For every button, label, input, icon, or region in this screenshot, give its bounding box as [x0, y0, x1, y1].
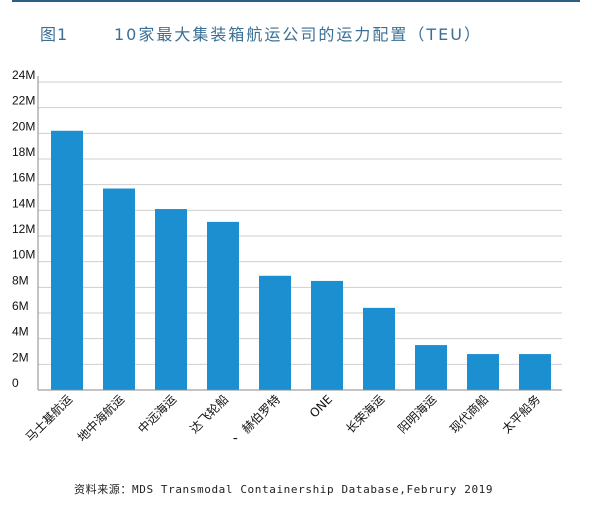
y-tick-label: 4M — [12, 325, 29, 339]
x-tick-label-group: 达飞轮船 — [187, 392, 231, 436]
y-tick-label: 2M — [12, 350, 29, 364]
chart-title: 10家最大集装箱航运公司的运力配置（TEU） — [114, 25, 482, 44]
y-axis-tick-labels: 0 2M 4M 6M 8M 10M 12M 14M 16M 18M 20M 22M 24M — [12, 68, 35, 390]
x-tick-label-group: 赫伯罗特、 — [227, 392, 284, 444]
bar — [311, 280, 343, 390]
x-tick-label: 地中海航运 — [74, 392, 127, 445]
bar — [103, 188, 135, 390]
x-tick-label-group: 地中海航运 — [74, 392, 127, 445]
y-tick-label: 14M — [12, 196, 35, 210]
x-tick-label: ONE — [307, 392, 335, 420]
x-tick-label-group: 长荣海运 — [343, 392, 388, 437]
bar — [155, 209, 187, 390]
y-tick-label: 18M — [12, 145, 35, 159]
y-tick-label: 12M — [12, 222, 35, 236]
y-tick-label: 10M — [12, 248, 35, 262]
bar — [467, 354, 499, 390]
y-tick-label: 0 — [12, 376, 19, 390]
y-tick-label: 20M — [12, 119, 35, 133]
axes — [37, 76, 562, 391]
header-rule — [12, 0, 580, 2]
bar — [519, 354, 551, 390]
x-tick-label-group: 阳明海运 — [395, 392, 440, 437]
x-tick-label: 长荣海运 — [343, 392, 388, 437]
x-tick-label: 太平船务 — [499, 392, 544, 437]
x-tick-label: 现代商船 — [447, 392, 492, 437]
bar — [51, 130, 83, 390]
x-tick-label: 阳明海运 — [395, 392, 440, 437]
bar — [259, 275, 291, 390]
x-tick-label-group: ONE — [307, 392, 335, 420]
y-tick-label: 22M — [12, 94, 35, 108]
x-tick-label-group: 现代商船 — [447, 392, 492, 437]
x-tick-label: 赫伯罗特 — [239, 392, 284, 437]
bar — [415, 345, 447, 390]
x-tick-label-group: 马士基航运 — [22, 392, 75, 445]
figure-number: 图1 — [40, 25, 69, 44]
title-row: 图1 10家最大集装箱航运公司的运力配置（TEU） — [40, 21, 570, 45]
x-tick-label: 达飞轮船 — [187, 392, 231, 436]
x-tick-label-group: 中远海运 — [135, 392, 180, 437]
bars — [51, 130, 551, 390]
y-tick-label: 16M — [12, 171, 35, 185]
x-tick-label: 中远海运 — [135, 392, 180, 437]
bar — [363, 307, 395, 390]
bar — [207, 221, 239, 390]
source-note: 资料来源：MDS Transmodal Containership Databa… — [74, 483, 494, 496]
x-tick-label-group: 太平船务 — [499, 392, 544, 437]
y-tick-label: 24M — [12, 68, 35, 82]
y-tick-label: 6M — [12, 299, 29, 313]
x-tick-label: 马士基航运 — [22, 392, 75, 445]
x-axis-labels: 马士基航运 地中海航运 中远海运 达飞轮船 赫伯罗特、 ONE 长荣海运 阳明海运 现代商船 太平… — [22, 392, 544, 445]
y-tick-label: 8M — [12, 273, 29, 287]
